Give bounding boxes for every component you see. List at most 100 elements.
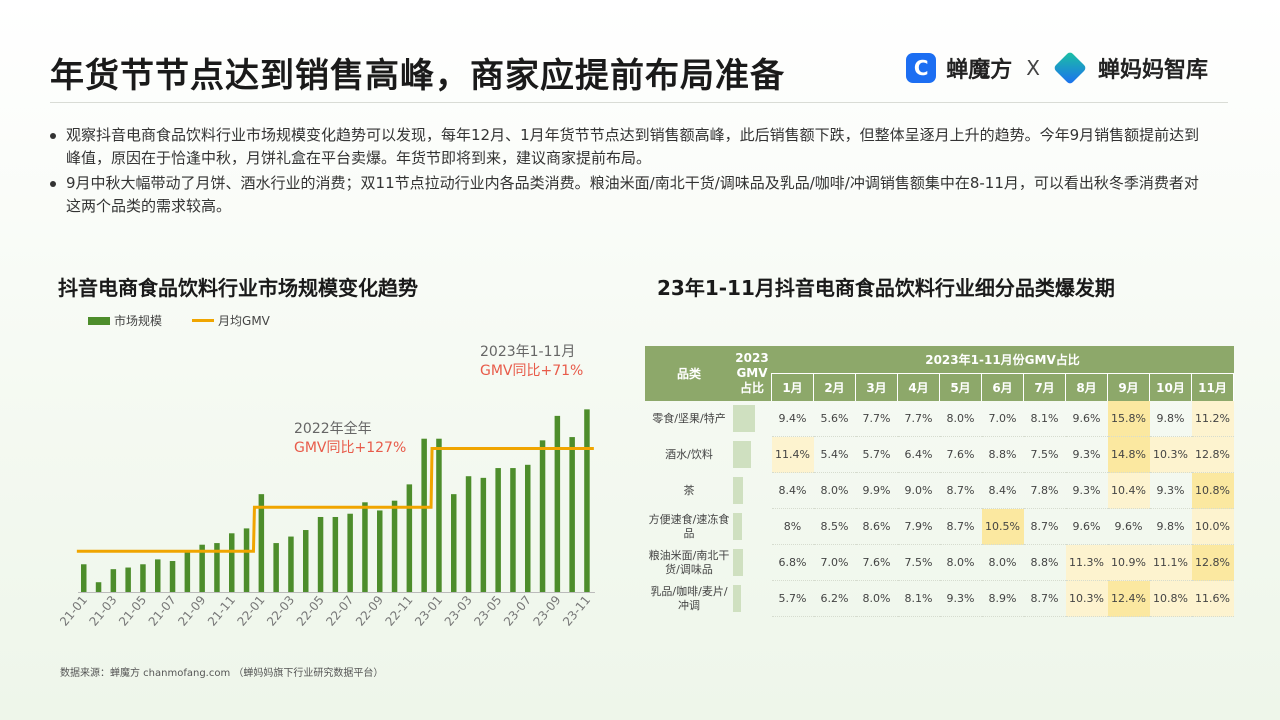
x-tick-label: 22-11 (383, 593, 416, 629)
data-source: 数据来源：蝉魔方 chanmofang.com （蝉妈妈旗下行业研究数据平台） (60, 668, 384, 679)
table-row: 粮油米面/南北干货/调味品 6.8% 7.0% 7.6% 7.5% 8.0% 8.0% 8.8… (645, 544, 1234, 581)
value-cell: 7.6% (939, 436, 982, 473)
gmv-share-cell (733, 545, 772, 581)
x-tick-label: 22-05 (294, 593, 327, 629)
value-cell: 10.8% (1149, 580, 1192, 617)
header-divider (50, 102, 1228, 103)
chart-bar (317, 516, 324, 592)
x-tick-label: 21-05 (116, 593, 149, 629)
chart-bar (95, 582, 102, 592)
category-cell: 粮油米面/南北干货/调味品 (648, 548, 730, 576)
x-tick-label: 23-03 (442, 593, 475, 629)
chart-bar (214, 543, 220, 592)
chart-bar (406, 484, 413, 592)
gmv-share-bar (733, 441, 751, 468)
chart-legend: 市场规模 月均GMV (88, 312, 270, 329)
annotation-2023: 2023年1-11月 GMV同比+71% (480, 343, 583, 381)
chanmofang-logo-icon: C (906, 53, 937, 83)
chart-bar (125, 567, 131, 592)
value-cell: 10.3% (1065, 580, 1108, 617)
value-cell: 9.3% (1149, 472, 1192, 509)
right-table-title: 23年1-11月抖音电商食品饮料行业细分品类爆发期 (657, 276, 1115, 300)
chart-bar (273, 543, 279, 592)
chart-bar (243, 528, 250, 592)
value-cell: 5.7% (855, 436, 898, 473)
market-size-chart: 21-0121-0321-0521-0721-0921-1122-0122-03… (60, 409, 595, 629)
chart-bar (569, 437, 575, 592)
chart-bar (451, 494, 457, 592)
value-cell: 11.2% (1191, 401, 1234, 437)
month-header: 10月 (1149, 373, 1192, 401)
category-cell: 酒水/饮料 (665, 447, 713, 461)
month-header: 1月 (771, 373, 814, 401)
value-cell: 7.0% (981, 401, 1024, 437)
chart-bar (525, 464, 531, 592)
gmv-share-bar (733, 585, 741, 612)
logo-primary-text: 蝉魔方 (946, 58, 1013, 83)
chart-bar (362, 502, 368, 592)
legend-line-label: 月均GMV (218, 314, 270, 328)
table-row: 零食/坚果/特产 9.4% 5.6% 7.7% 7.7% 8.0% 7.0% 8.1% 9.6%… (645, 401, 1234, 437)
value-cell: 6.8% (771, 544, 814, 581)
category-cell: 零食/坚果/特产 (652, 411, 726, 425)
value-cell: 8.8% (981, 436, 1024, 473)
value-cell: 7.7% (855, 401, 898, 437)
annotation-2022: 2022年全年 GMV同比+127% (294, 420, 406, 458)
bullet-dot-icon (50, 181, 56, 187)
x-tick-label: 21-09 (175, 593, 208, 629)
value-cell: 8.0% (855, 580, 898, 617)
chart-bar (184, 551, 191, 592)
chart-bar (288, 536, 294, 592)
logo-separator: X (1026, 56, 1040, 80)
annotation-2023-period: 2023年1-11月 (480, 344, 576, 360)
chart-bar (495, 468, 501, 592)
value-cell: 10.0% (1191, 508, 1234, 545)
insight-bullets: 观察抖音电商食品饮料行业市场规模变化趋势可以发现，每年12月、1月年货节节点达到… (50, 124, 1210, 220)
month-header: 8月 (1065, 373, 1108, 401)
value-cell: 8.9% (981, 580, 1024, 617)
chart-bar (110, 569, 117, 592)
value-cell: 8.1% (1023, 401, 1066, 437)
chart-bar (539, 440, 546, 592)
gmv-share-bar (733, 405, 755, 433)
value-cell: 10.9% (1107, 544, 1150, 581)
x-tick-label: 23-01 (412, 593, 445, 629)
month-header: 6月 (981, 373, 1024, 401)
value-cell: 7.9% (897, 508, 940, 545)
gmv-share-cell (733, 473, 772, 509)
value-cell: 12.4% (1107, 580, 1150, 617)
header-month-group: 2023年1-11月份GMV占比 (771, 346, 1234, 374)
chart-bar (391, 500, 398, 592)
x-tick-label: 21-01 (60, 593, 90, 629)
value-cell: 7.7% (897, 401, 940, 437)
value-cell: 6.2% (813, 580, 856, 617)
value-cell: 11.6% (1191, 580, 1234, 617)
chart-bar (229, 533, 235, 592)
value-cell: 10.4% (1107, 472, 1150, 509)
value-cell: 8.7% (1023, 508, 1066, 545)
value-cell: 9.6% (1065, 401, 1108, 437)
x-tick-label: 22-09 (353, 593, 386, 629)
value-cell: 8.6% (855, 508, 898, 545)
value-cell: 12.8% (1191, 436, 1234, 473)
month-header: 2月 (813, 373, 856, 401)
value-cell: 11.4% (771, 436, 814, 473)
value-cell: 9.8% (1149, 508, 1192, 545)
legend-bar-label: 市场规模 (114, 314, 163, 328)
bullet-text: 观察抖音电商食品饮料行业市场规模变化趋势可以发现，每年12月、1月年货节节点达到… (66, 126, 1200, 167)
x-tick-label: 23-05 (471, 593, 504, 629)
value-cell: 8% (771, 508, 814, 545)
table-body: 零食/坚果/特产 9.4% 5.6% 7.7% 7.7% 8.0% 7.0% 8.1% 9.6%… (645, 401, 1234, 617)
value-cell: 7.0% (813, 544, 856, 581)
header-category: 品类 (645, 346, 733, 401)
header-gmv-share: 2023 GMV 占比 (733, 346, 772, 401)
month-header: 7月 (1023, 373, 1066, 401)
value-cell: 14.8% (1107, 436, 1150, 473)
chanmama-logo-icon (1053, 51, 1087, 85)
chart-bar (169, 561, 176, 592)
chart-bar (81, 564, 87, 592)
chart-bar (465, 476, 472, 592)
chart-bar (480, 477, 487, 592)
chart-bar (347, 513, 353, 592)
legend-bar-swatch (88, 316, 110, 325)
